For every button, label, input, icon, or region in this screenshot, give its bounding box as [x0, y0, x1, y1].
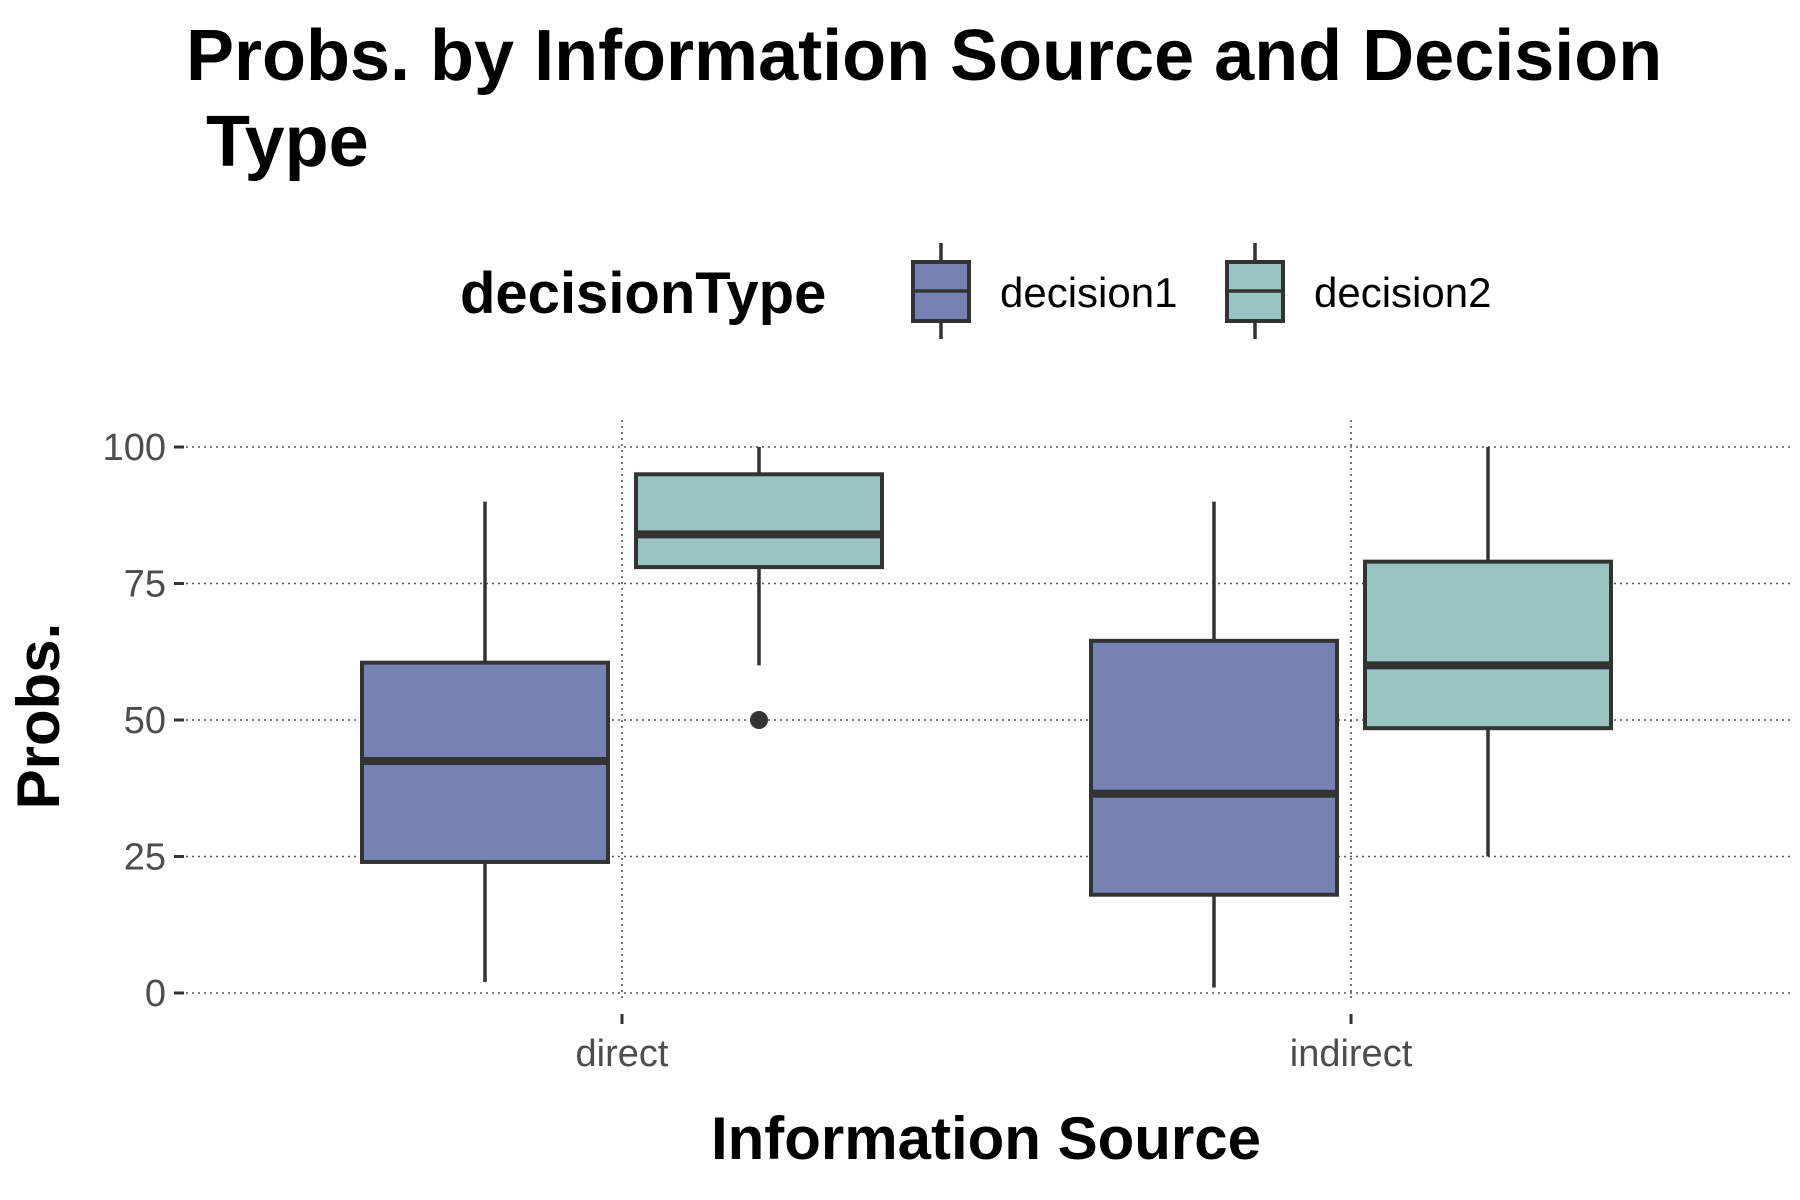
box-decision1-direct	[360, 501, 610, 983]
box-iqr	[1363, 559, 1613, 731]
x-tick-label-indirect: indirect	[1290, 1033, 1413, 1075]
y-tick-label: 0	[145, 973, 166, 1015]
y-tick-label: 100	[103, 427, 166, 469]
x-axis-title: Information Source	[711, 1105, 1261, 1172]
y-axis-title: Probs.	[5, 623, 72, 810]
box-layer	[360, 447, 1613, 988]
box-decision2-direct	[634, 447, 884, 729]
legend-key	[1225, 243, 1285, 339]
axes: 0 25 50 75 100 direct indirect	[103, 427, 1413, 1075]
legend-label: decision2	[1314, 269, 1491, 316]
grid-lines	[186, 420, 1790, 1001]
y-tick-label: 50	[124, 700, 166, 742]
box-iqr	[634, 472, 884, 570]
legend-label: decision1	[1000, 269, 1177, 316]
y-tick-label: 25	[124, 837, 166, 879]
legend-title: decisionType	[460, 261, 826, 326]
chart-title: Probs. by Information Source and Decisio…	[186, 16, 1662, 182]
legend-item-decision2: decision2	[1225, 243, 1491, 339]
outlier-point	[750, 711, 768, 729]
x-tick-label-direct: direct	[576, 1033, 669, 1075]
box-decision1-indirect	[1089, 501, 1339, 988]
legend: decisionType decision1 decision2	[460, 243, 1491, 339]
legend-key	[911, 243, 971, 339]
box-iqr	[1089, 638, 1339, 897]
legend-item-decision1: decision1	[911, 243, 1177, 339]
box-decision2-indirect	[1363, 447, 1613, 857]
chart-title-line-2: Type	[186, 102, 369, 182]
chart-title-line-1: Probs. by Information Source and Decisio…	[186, 16, 1662, 96]
y-tick-label: 75	[124, 564, 166, 606]
